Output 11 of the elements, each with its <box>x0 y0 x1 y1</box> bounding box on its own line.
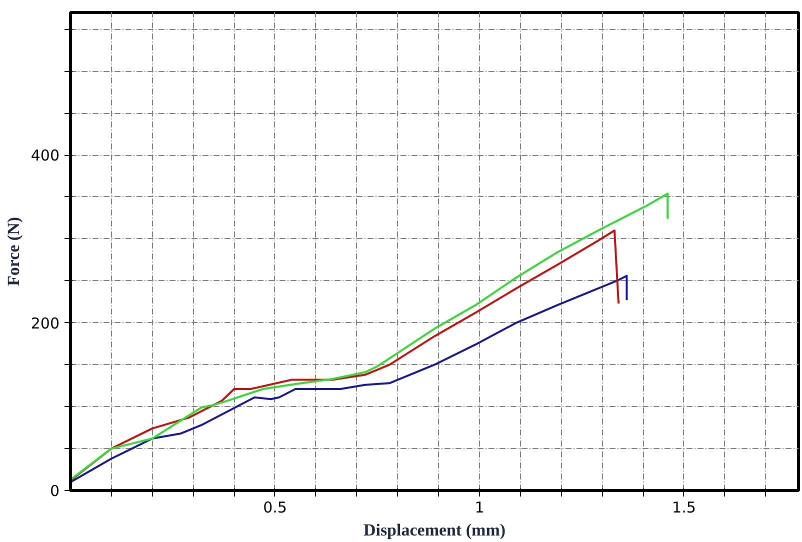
y-axis-title: Force (N) <box>4 216 23 286</box>
y-tick-label: 0 <box>50 482 60 500</box>
line-series <box>70 230 620 482</box>
line-series <box>70 274 628 484</box>
x-tick-label: 0.5 <box>263 498 287 516</box>
x-tick-label: 1 <box>474 498 484 516</box>
x-axis-title: Displacement (mm) <box>363 520 506 540</box>
y-tick-label: 200 <box>30 314 60 332</box>
x-tick-label: 1.5 <box>672 498 696 516</box>
line-series <box>70 192 669 481</box>
y-tick-label: 400 <box>30 146 60 165</box>
